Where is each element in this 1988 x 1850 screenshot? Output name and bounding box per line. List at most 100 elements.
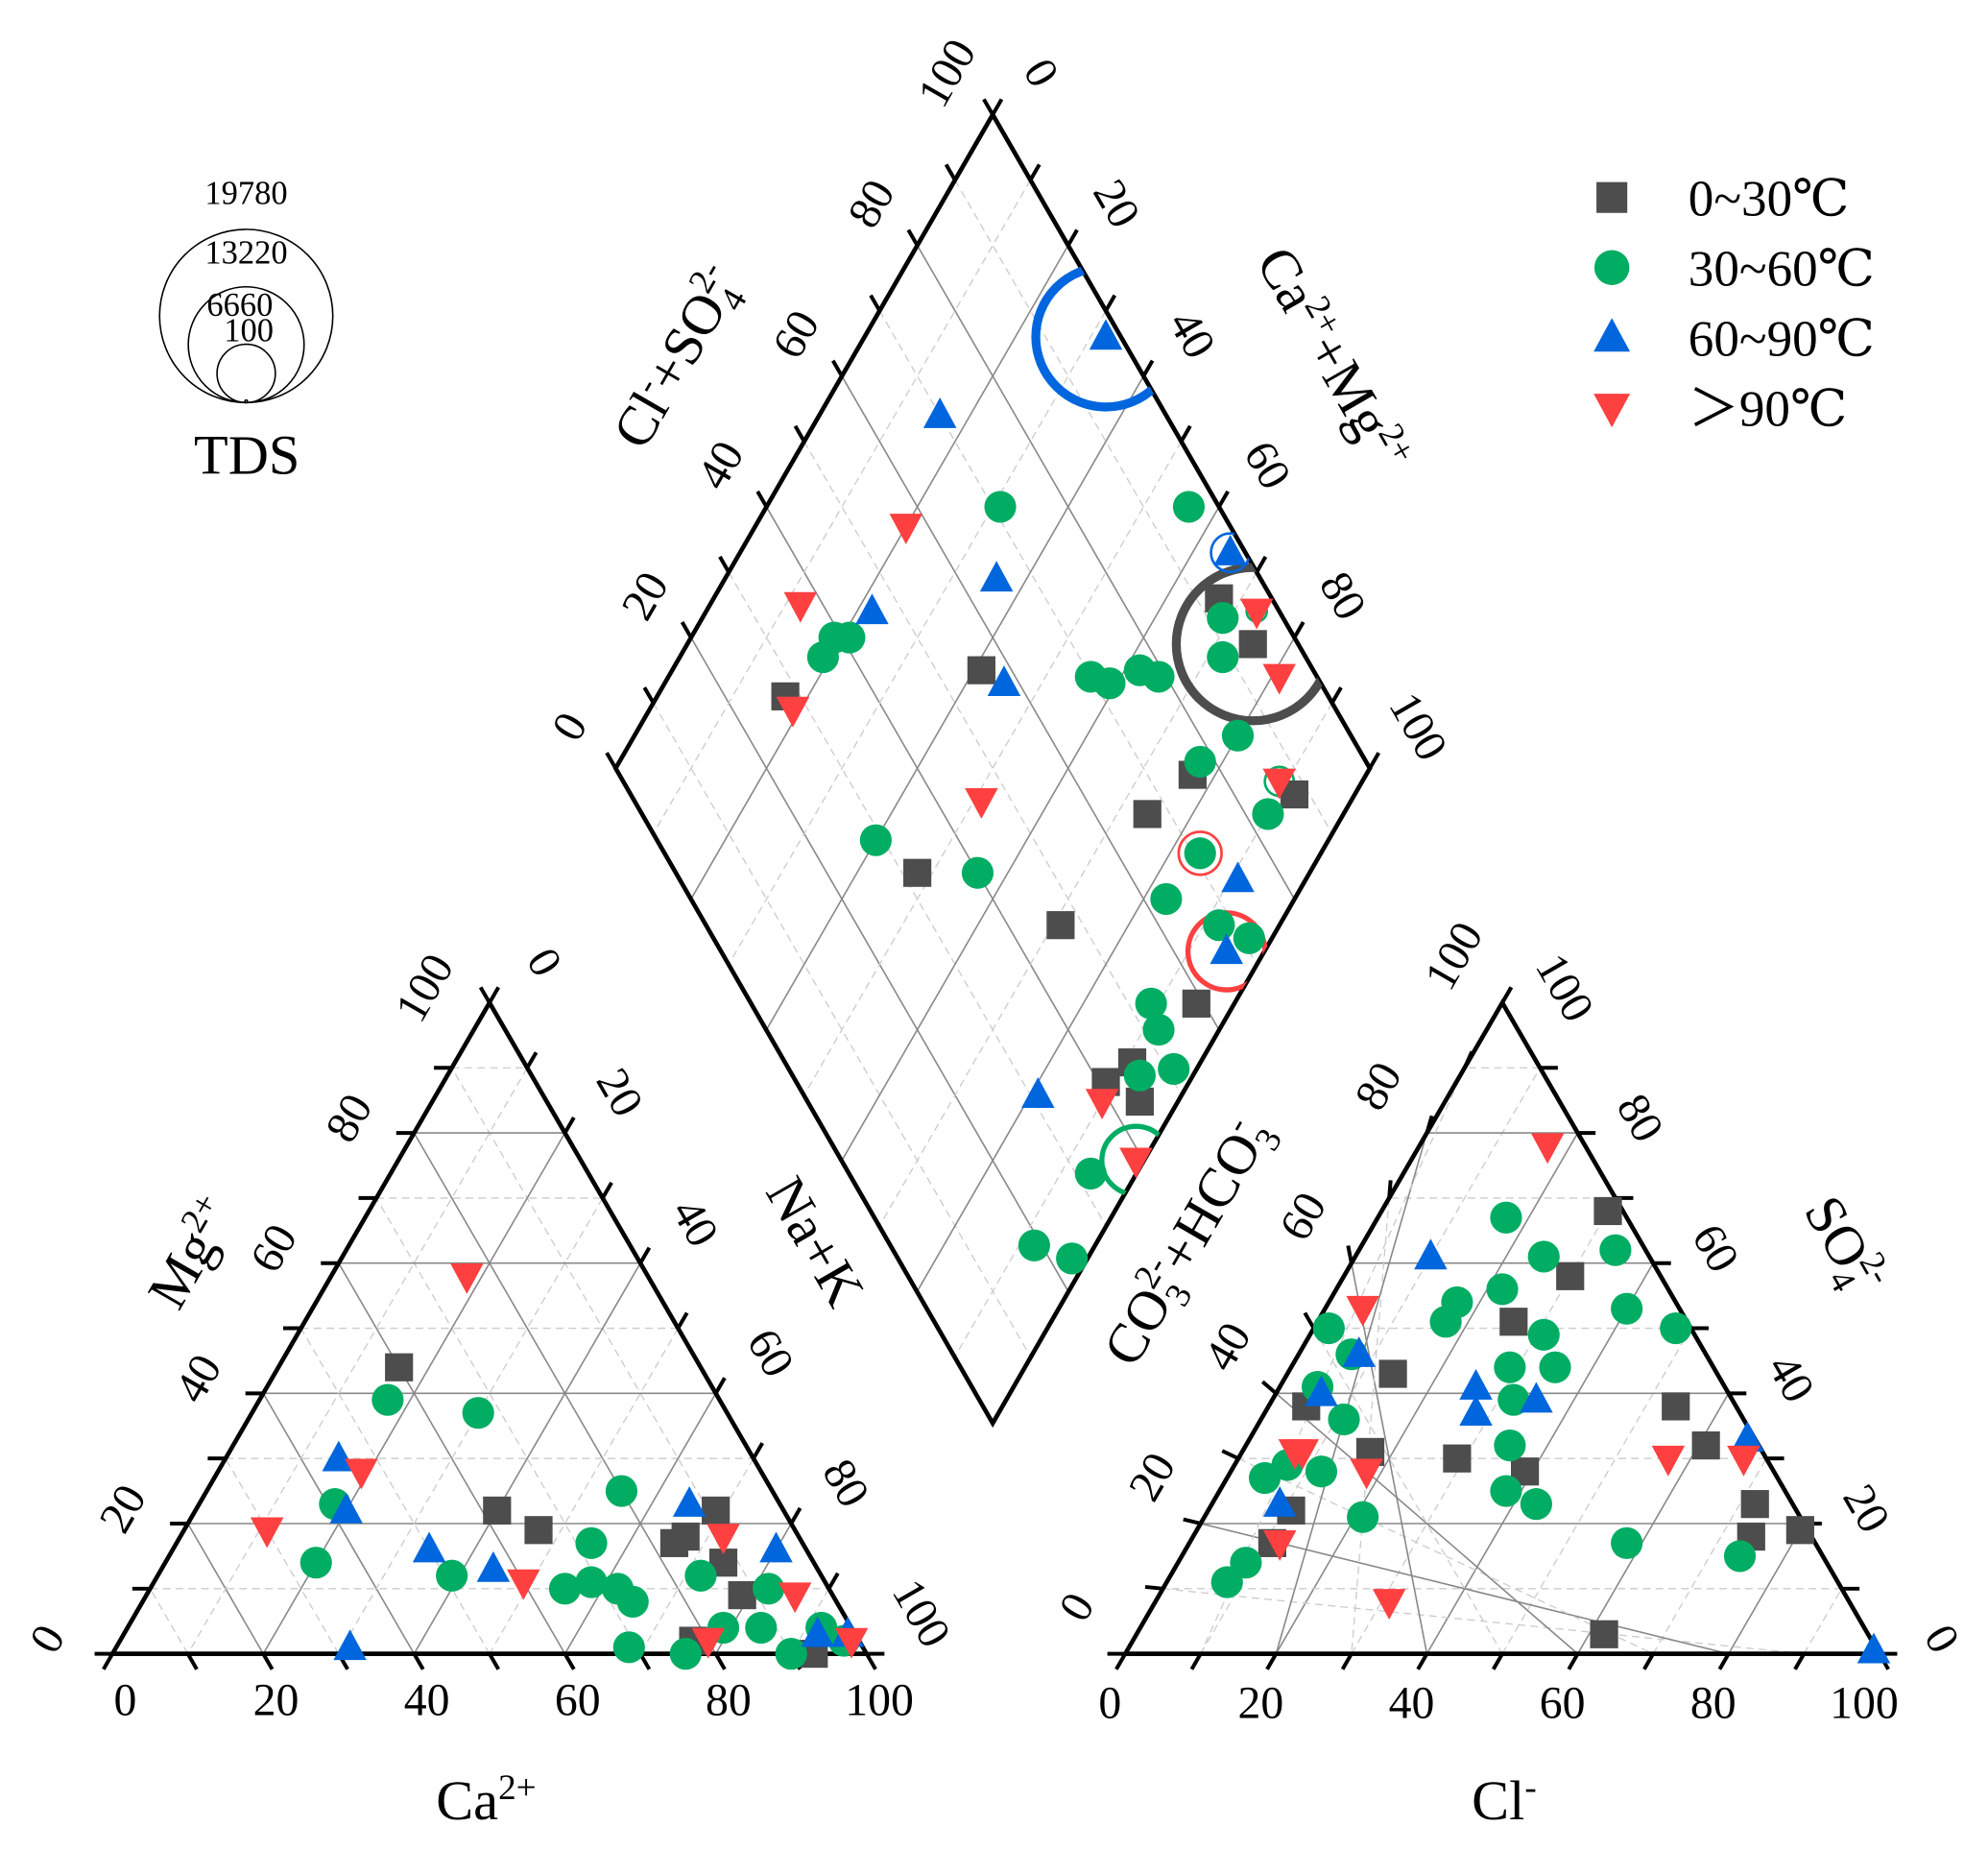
anion-point-90	[1346, 1295, 1379, 1327]
anion-point-90	[1285, 1439, 1320, 1470]
axis-tick	[1066, 228, 1079, 247]
legend-label: 60~90℃	[1689, 311, 1875, 367]
cation-point-90	[691, 1627, 726, 1659]
axis-tick	[1416, 1652, 1429, 1670]
axis-tick	[1346, 1245, 1353, 1264]
cation-point-90	[507, 1569, 540, 1600]
cation-point-6090	[412, 1531, 446, 1563]
axis-tick	[1255, 555, 1268, 574]
cation-point-6090	[333, 1629, 367, 1661]
tick-label: 0	[1014, 50, 1069, 95]
legend-marker-6090	[1593, 318, 1631, 352]
tick-label: 80	[316, 1086, 383, 1151]
axis-tick	[676, 1311, 689, 1330]
axis-tick	[865, 1652, 877, 1670]
anion-point-6090	[1305, 1375, 1338, 1406]
legend: 0~30℃ 30~60℃ 60~90℃ ＞90℃	[1593, 171, 1875, 437]
diamond-point-6090	[987, 665, 1021, 697]
axis-tick	[831, 359, 844, 377]
anion-point-030	[1593, 1196, 1622, 1226]
axis-tick	[1114, 1652, 1127, 1670]
cation-point-030	[483, 1496, 512, 1526]
cation-point-6090	[322, 1440, 356, 1472]
diamond-point-6090	[1213, 535, 1247, 565]
axis-title-ca: Ca2+	[436, 1768, 536, 1832]
grid-line	[1803, 1588, 1843, 1654]
anion-point-3060	[1248, 1461, 1281, 1495]
axis-tick	[789, 1506, 802, 1525]
svg-text:SO42-: SO42-	[1784, 1184, 1900, 1309]
diamond-point-3060	[1221, 719, 1255, 752]
axis-tick	[1141, 359, 1155, 377]
anion-point-3060	[1520, 1488, 1552, 1521]
grid-lines	[149, 180, 1843, 1655]
tick-label: 20	[587, 1060, 654, 1125]
diamond-point-3060	[1252, 798, 1284, 830]
grid-line	[653, 702, 1032, 1357]
tick-label: 40	[1159, 301, 1226, 367]
grid-line	[187, 1067, 528, 1654]
axis-tick	[563, 1117, 576, 1135]
axis-tick	[755, 490, 769, 508]
axis-title-cl-so4: Cl-+SO42-	[597, 254, 761, 464]
tick-label: 80	[812, 1451, 879, 1516]
axis-tick	[1179, 424, 1192, 443]
diamond-point-3060	[1207, 640, 1239, 674]
diamond-point-3060	[833, 621, 866, 654]
tds-legend-title: TDS	[194, 424, 299, 487]
data-points	[250, 319, 1891, 1670]
diamond-point-030	[1133, 800, 1162, 829]
grid-line	[841, 506, 1220, 1162]
cation-point-3060	[669, 1638, 702, 1670]
diamond-point-3060	[1172, 491, 1206, 523]
grid-line	[803, 441, 1183, 1096]
axis-tick	[906, 228, 920, 247]
axis-tick	[261, 1652, 275, 1670]
tick-label: 0	[516, 940, 572, 985]
axis-tick	[1340, 1652, 1353, 1670]
anion-point-6090	[1414, 1238, 1448, 1270]
tick-label: 100	[1830, 1677, 1899, 1728]
cation-point-90	[450, 1263, 484, 1294]
axis-title-cl: Cl-	[1472, 1768, 1537, 1832]
axis-tick	[680, 621, 693, 639]
diamond-point-3060	[1150, 882, 1183, 916]
axis-tick	[1491, 1652, 1504, 1670]
tick-label: 40	[404, 1675, 450, 1726]
cation-point-90	[778, 1582, 812, 1614]
anion-point-90	[1651, 1445, 1686, 1477]
tick-label: 80	[1345, 1053, 1412, 1118]
diamond-point-3060	[1093, 667, 1126, 700]
axis-tick	[1462, 1050, 1474, 1069]
tick-label: 20	[611, 564, 679, 629]
diamond-point-3060	[1074, 1157, 1107, 1189]
svg-text:Cl-+SO42-: Cl-+SO42-	[597, 254, 761, 464]
diamond-point-6090	[855, 593, 889, 625]
cation-point-3060	[775, 1638, 807, 1670]
tick-label: 80	[838, 171, 905, 236]
tick-label: 0	[542, 704, 598, 749]
axis-tick	[991, 98, 1004, 116]
diamond-point-6090	[1089, 319, 1123, 350]
axis-tick	[1028, 163, 1042, 181]
diamond-point-6090	[1021, 1077, 1055, 1108]
diamond-point-6090	[922, 397, 957, 428]
axis-tick	[1217, 490, 1230, 508]
anion-point-3060	[1490, 1201, 1522, 1234]
axis-tick	[944, 163, 957, 181]
cation-point-3060	[612, 1631, 645, 1664]
diamond-point-3060	[1018, 1229, 1050, 1261]
diamond-point-3060	[1135, 987, 1167, 1020]
axis-tick	[642, 686, 656, 705]
anion-point-6090	[1520, 1381, 1553, 1413]
diamond-point-90	[1262, 663, 1296, 695]
axis-tick	[793, 424, 806, 443]
tick-label: 20	[1083, 171, 1150, 236]
tds-legend-value: 13220	[204, 235, 287, 272]
cation-point-030	[728, 1580, 756, 1610]
diamond-point-3060	[1056, 1242, 1089, 1275]
grid-line	[728, 571, 1107, 1227]
anion-point-030	[1740, 1490, 1769, 1519]
anion-point-030	[1556, 1261, 1585, 1290]
